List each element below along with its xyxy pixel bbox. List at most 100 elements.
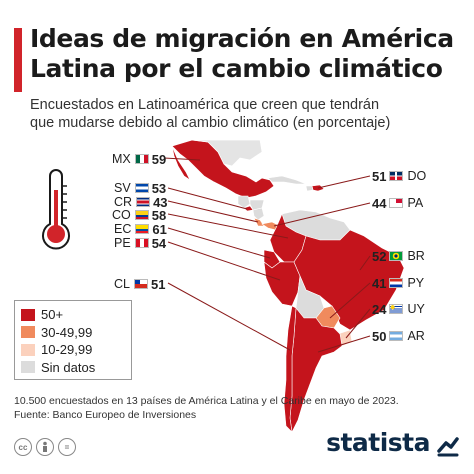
country-code: MX: [112, 152, 131, 166]
flag-argentina-icon: [389, 331, 404, 341]
license-icons: cc =: [14, 438, 76, 456]
flag-brazil-icon: [389, 251, 404, 261]
label-pa: 44 PA: [372, 195, 423, 211]
flag-dominican-republic-icon: [389, 171, 404, 181]
label-cl: CL 51: [114, 276, 165, 292]
country-value: 52: [372, 248, 387, 264]
legend-item: Sin datos: [21, 359, 125, 377]
country-code: PA: [407, 196, 424, 210]
page-title: Ideas de migración en América Latina por…: [30, 24, 460, 84]
footnote: 10.500 encuestados en 13 países de Améri…: [14, 394, 464, 422]
region-haiti: [305, 185, 314, 192]
leader-ar: [317, 335, 371, 353]
flag-mexico-icon: [134, 154, 149, 164]
label-ar: 50 AR: [372, 328, 425, 344]
country-code: AR: [407, 329, 425, 343]
leader-cl: [167, 282, 291, 351]
region-cuba: [267, 175, 307, 185]
country-value: 44: [372, 195, 387, 211]
leader-ec: [167, 227, 271, 259]
country-value: 53: [151, 180, 167, 196]
statista-wordmark[interactable]: statista: [326, 428, 430, 457]
flag-el-salvador-icon: [134, 183, 149, 193]
legend-item: 30-49,99: [21, 324, 125, 342]
title-line-1: Ideas de migración en América: [30, 24, 454, 53]
equals-icon[interactable]: =: [58, 438, 76, 456]
country-value: 61: [152, 221, 167, 237]
label-pe: PE 54: [114, 235, 166, 251]
country-value: 51: [150, 276, 166, 292]
region-peru: [263, 261, 301, 307]
flag-peru-icon: [134, 238, 149, 248]
legend-label: 10-29,99: [41, 342, 93, 358]
attribution-icon[interactable]: [36, 438, 54, 456]
leader-uy: [345, 308, 371, 339]
label-sv: SV 53: [114, 180, 166, 196]
flag-ecuador-icon: [135, 224, 150, 234]
label-cr: CR 43: [114, 194, 168, 210]
footnote-sample: 10.500 encuestados en 13 países de Améri…: [14, 395, 399, 407]
country-code: PY: [407, 276, 425, 290]
region-nicaragua: [252, 207, 265, 221]
legend-item: 50+: [21, 306, 125, 324]
region-guatemala: [237, 195, 251, 209]
label-py: 41 PY: [372, 275, 424, 291]
leader-py: [329, 282, 371, 319]
country-code: DO: [407, 169, 427, 183]
region-us: [191, 139, 263, 167]
map-legend: 50+ 30-49,99 10-29,99 Sin datos: [14, 300, 132, 380]
country-code: CR: [114, 195, 133, 209]
leader-br: [359, 255, 371, 271]
subtitle-line-2: que mudarse debido al cambio climático (…: [30, 115, 391, 131]
leader-cr: [167, 200, 259, 223]
flag-uruguay-icon: [389, 304, 404, 314]
country-value: 24: [372, 301, 387, 317]
flag-paraguay-icon: [389, 278, 404, 288]
label-uy: 24 UY: [372, 301, 425, 317]
country-code: CO: [112, 208, 131, 222]
country-value: 51: [372, 168, 387, 184]
title-line-2: Latina por el cambio climático: [30, 54, 443, 83]
title-accent-bar: [14, 28, 22, 92]
country-code: CL: [114, 277, 130, 291]
leader-co: [167, 213, 289, 239]
leader-pe: [167, 241, 281, 281]
country-code: PE: [114, 236, 131, 250]
legend-swatch: [21, 326, 35, 339]
label-co: CO 58: [112, 207, 166, 223]
label-br: 52 BR: [372, 248, 425, 264]
label-do: 51 DO: [372, 168, 426, 184]
subtitle-line-1: Encuestados en Latinoamérica que creen q…: [30, 97, 380, 113]
legend-swatch: [21, 308, 35, 321]
country-value: 59: [151, 151, 167, 167]
statista-logo-icon[interactable]: [436, 434, 460, 458]
legend-label: Sin datos: [41, 359, 96, 375]
leader-pa: [273, 202, 371, 227]
leader-sv: [167, 187, 248, 210]
footnote-source: Fuente: Banco Europeo de Inversiones: [14, 409, 197, 421]
country-value: 58: [151, 207, 167, 223]
country-value: 50: [372, 328, 387, 344]
label-ec: EC 61: [114, 221, 167, 237]
country-value: 43: [153, 194, 168, 210]
thermometer-icon: [42, 169, 70, 250]
flag-panama-icon: [389, 198, 404, 208]
page-subtitle: Encuestados en Latinoamérica que creen q…: [30, 96, 470, 132]
legend-swatch: [21, 343, 35, 356]
country-value: 41: [372, 275, 387, 291]
legend-swatch: [21, 361, 35, 374]
leader-do: [317, 175, 371, 189]
flag-colombia-icon: [134, 210, 149, 220]
creative-commons-icon[interactable]: cc: [14, 438, 32, 456]
legend-label: 30-49,99: [41, 324, 93, 340]
country-code: BR: [407, 249, 425, 263]
country-value: 54: [151, 235, 167, 251]
region-chile: [283, 305, 297, 433]
country-code: EC: [114, 222, 132, 236]
country-code: UY: [407, 302, 425, 316]
flag-costa-rica-icon: [136, 197, 151, 207]
legend-label: 50+: [41, 307, 64, 323]
leader-mx: [163, 157, 201, 161]
legend-item: 10-29,99: [21, 341, 125, 359]
